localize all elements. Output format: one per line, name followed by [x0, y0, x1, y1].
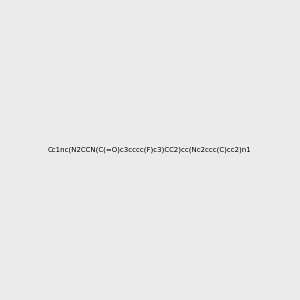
Text: Cc1nc(N2CCN(C(=O)c3cccc(F)c3)CC2)cc(Nc2ccc(C)cc2)n1: Cc1nc(N2CCN(C(=O)c3cccc(F)c3)CC2)cc(Nc2c…: [48, 147, 252, 153]
